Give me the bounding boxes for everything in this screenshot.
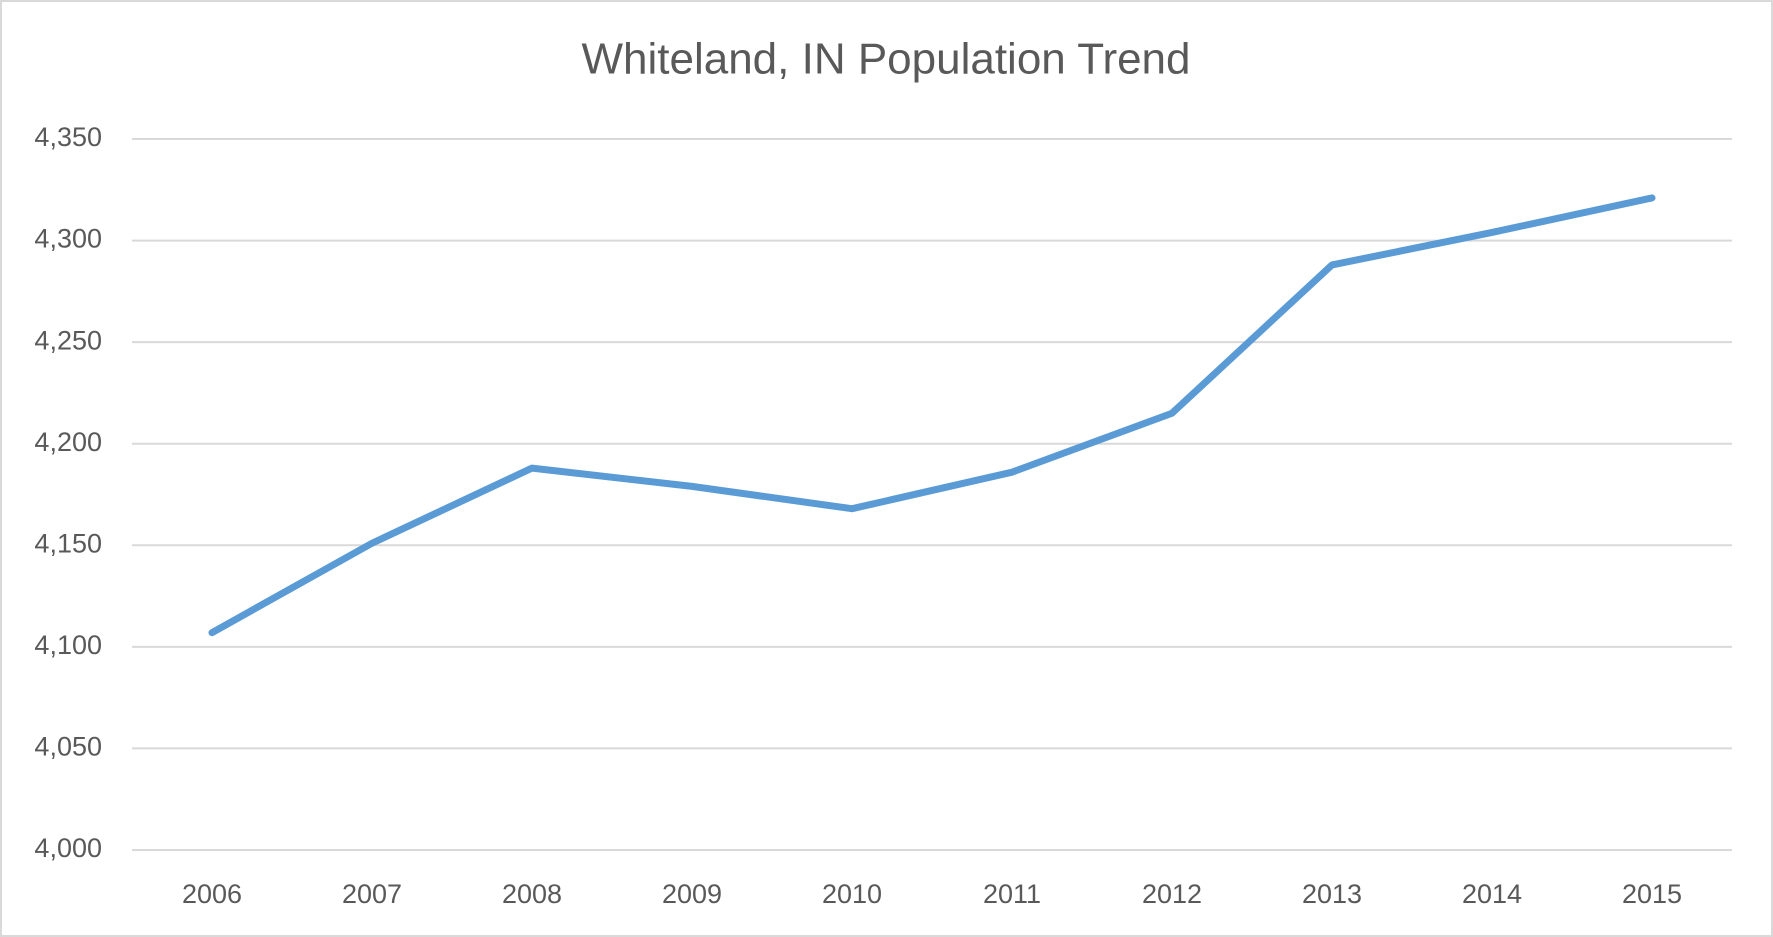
y-tick-label: 4,200 <box>34 427 102 457</box>
x-tick-label: 2011 <box>983 879 1041 909</box>
y-tick-label: 4,100 <box>34 630 102 660</box>
chart-title: Whiteland, IN Population Trend <box>581 35 1190 84</box>
x-tick-label: 2008 <box>502 879 562 909</box>
x-tick-label: 2006 <box>182 879 242 909</box>
x-tick-label: 2012 <box>1142 879 1202 909</box>
y-tick-label: 4,000 <box>34 833 102 863</box>
y-tick-label: 4,150 <box>34 528 102 558</box>
y-tick-label: 4,300 <box>34 224 102 254</box>
x-tick-label: 2010 <box>822 879 882 909</box>
x-tick-label: 2007 <box>342 879 402 909</box>
x-tick-label: 2015 <box>1622 879 1682 909</box>
y-tick-label: 4,350 <box>34 122 102 152</box>
x-tick-label: 2013 <box>1302 879 1362 909</box>
y-tick-label: 4,050 <box>34 732 102 762</box>
x-tick-label: 2014 <box>1462 879 1522 909</box>
y-tick-label: 4,250 <box>34 325 102 355</box>
line-series <box>208 194 1656 637</box>
x-tick-label: 2009 <box>662 879 722 909</box>
